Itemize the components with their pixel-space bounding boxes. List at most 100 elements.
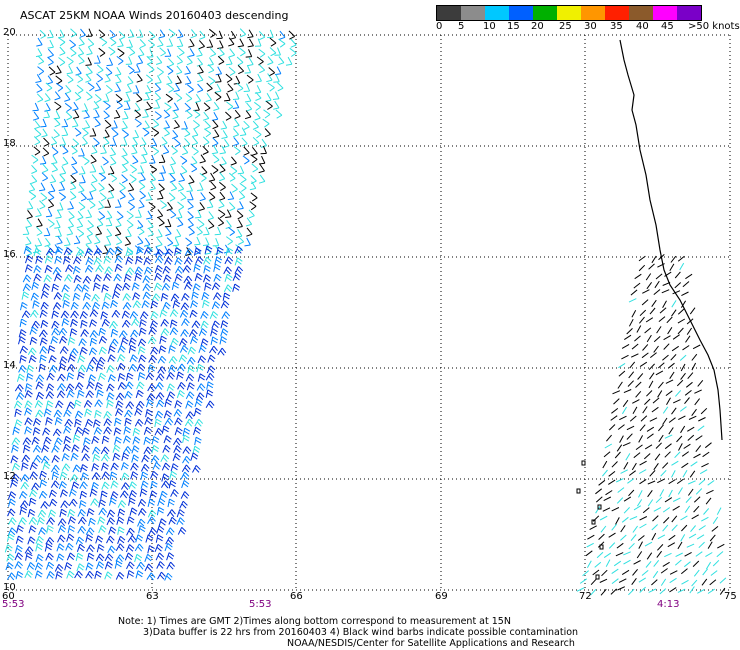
wind-barb bbox=[674, 451, 681, 459]
wind-barb bbox=[219, 172, 226, 182]
wind-barb bbox=[151, 127, 160, 137]
wind-barb bbox=[125, 228, 132, 238]
wind-barb bbox=[169, 156, 177, 166]
wind-barb bbox=[88, 374, 96, 383]
wind-barb bbox=[256, 56, 264, 66]
wind-barb bbox=[610, 415, 618, 421]
wind-barb bbox=[664, 434, 673, 439]
wind-barb bbox=[186, 356, 196, 365]
wind-barb bbox=[170, 293, 180, 302]
wind-barb bbox=[117, 526, 125, 535]
wind-barb bbox=[656, 550, 662, 558]
wind-barb bbox=[42, 147, 50, 157]
wind-barb bbox=[104, 119, 112, 129]
wind-barb bbox=[214, 256, 223, 265]
wind-barb bbox=[39, 337, 48, 346]
wind-barb bbox=[39, 470, 47, 479]
wind-barb bbox=[185, 237, 193, 247]
wind-barb bbox=[83, 109, 90, 119]
wind-barb bbox=[188, 329, 198, 337]
wind-barb bbox=[19, 354, 27, 364]
wind-barb bbox=[174, 426, 183, 436]
wind-barb bbox=[245, 217, 253, 227]
wind-barb bbox=[205, 93, 212, 102]
wind-barb bbox=[249, 201, 257, 211]
wind-barb bbox=[636, 325, 642, 333]
wind-barb bbox=[63, 255, 71, 265]
wind-barb bbox=[125, 247, 134, 257]
wind-barb bbox=[166, 38, 174, 47]
wind-barb bbox=[32, 300, 40, 309]
wind-barb bbox=[98, 499, 106, 508]
wind-barb bbox=[51, 310, 60, 319]
wind-barb bbox=[196, 226, 203, 236]
wind-barb bbox=[712, 516, 719, 524]
wind-barb bbox=[33, 247, 42, 257]
wind-barb bbox=[685, 335, 691, 343]
wind-barb bbox=[118, 330, 128, 339]
wind-barb bbox=[59, 508, 67, 518]
wind-barb bbox=[659, 588, 667, 595]
wind-barb bbox=[93, 247, 103, 256]
wind-barb bbox=[64, 274, 73, 282]
wind-barb bbox=[240, 127, 247, 137]
wind-barb bbox=[638, 264, 646, 272]
wind-barb bbox=[29, 461, 38, 471]
wind-barb bbox=[633, 282, 641, 289]
wind-barb bbox=[81, 136, 88, 146]
wind-barb bbox=[56, 543, 65, 552]
wind-barb bbox=[701, 578, 708, 586]
wind-barb bbox=[158, 217, 165, 227]
wind-barb bbox=[644, 541, 653, 547]
wind-barb bbox=[121, 452, 130, 461]
wind-barb bbox=[93, 419, 101, 428]
wind-barb bbox=[174, 257, 183, 266]
wind-barb bbox=[56, 553, 65, 562]
wind-barb bbox=[131, 145, 138, 155]
wind-barb bbox=[104, 199, 111, 208]
wind-barb bbox=[622, 442, 631, 447]
wind-barb bbox=[42, 461, 51, 470]
wind-barb bbox=[169, 209, 177, 219]
wind-barb bbox=[168, 480, 177, 489]
wind-barb bbox=[590, 578, 597, 586]
wind-barb bbox=[164, 102, 172, 112]
wind-barb bbox=[35, 48, 43, 58]
wind-barb bbox=[205, 372, 215, 381]
wind-barb bbox=[148, 527, 157, 536]
wind-barb bbox=[67, 336, 76, 346]
wind-barb bbox=[184, 138, 191, 148]
wind-barb bbox=[34, 570, 43, 579]
wind-barb bbox=[97, 218, 104, 228]
wind-barb bbox=[646, 433, 654, 439]
wind-barb bbox=[59, 174, 66, 184]
wind-barb bbox=[89, 337, 98, 347]
wind-barb bbox=[223, 139, 230, 148]
wind-barb bbox=[33, 418, 42, 427]
wind-barb bbox=[168, 165, 176, 175]
wind-barb bbox=[151, 293, 161, 302]
wind-barb bbox=[669, 587, 677, 593]
wind-barb bbox=[116, 100, 123, 110]
wind-barb bbox=[160, 480, 170, 489]
wind-barb bbox=[228, 172, 236, 182]
wind-barb bbox=[25, 255, 34, 264]
wind-barb bbox=[278, 56, 285, 66]
wind-barb bbox=[161, 425, 170, 434]
wind-barb bbox=[244, 237, 251, 247]
wind-barb bbox=[149, 320, 159, 329]
wind-barb bbox=[113, 109, 121, 119]
wind-barb bbox=[232, 272, 242, 281]
wind-barb bbox=[193, 263, 201, 273]
wind-barb bbox=[615, 552, 624, 557]
wind-barb bbox=[24, 400, 33, 409]
wind-barb bbox=[50, 136, 58, 146]
wind-barb bbox=[702, 568, 708, 576]
wind-barb bbox=[5, 562, 14, 571]
wind-barb bbox=[21, 454, 31, 463]
wind-barb bbox=[648, 263, 655, 270]
wind-barb bbox=[659, 489, 665, 497]
wind-barb bbox=[58, 481, 68, 490]
wind-barb bbox=[666, 397, 671, 405]
wind-barb bbox=[22, 437, 32, 445]
